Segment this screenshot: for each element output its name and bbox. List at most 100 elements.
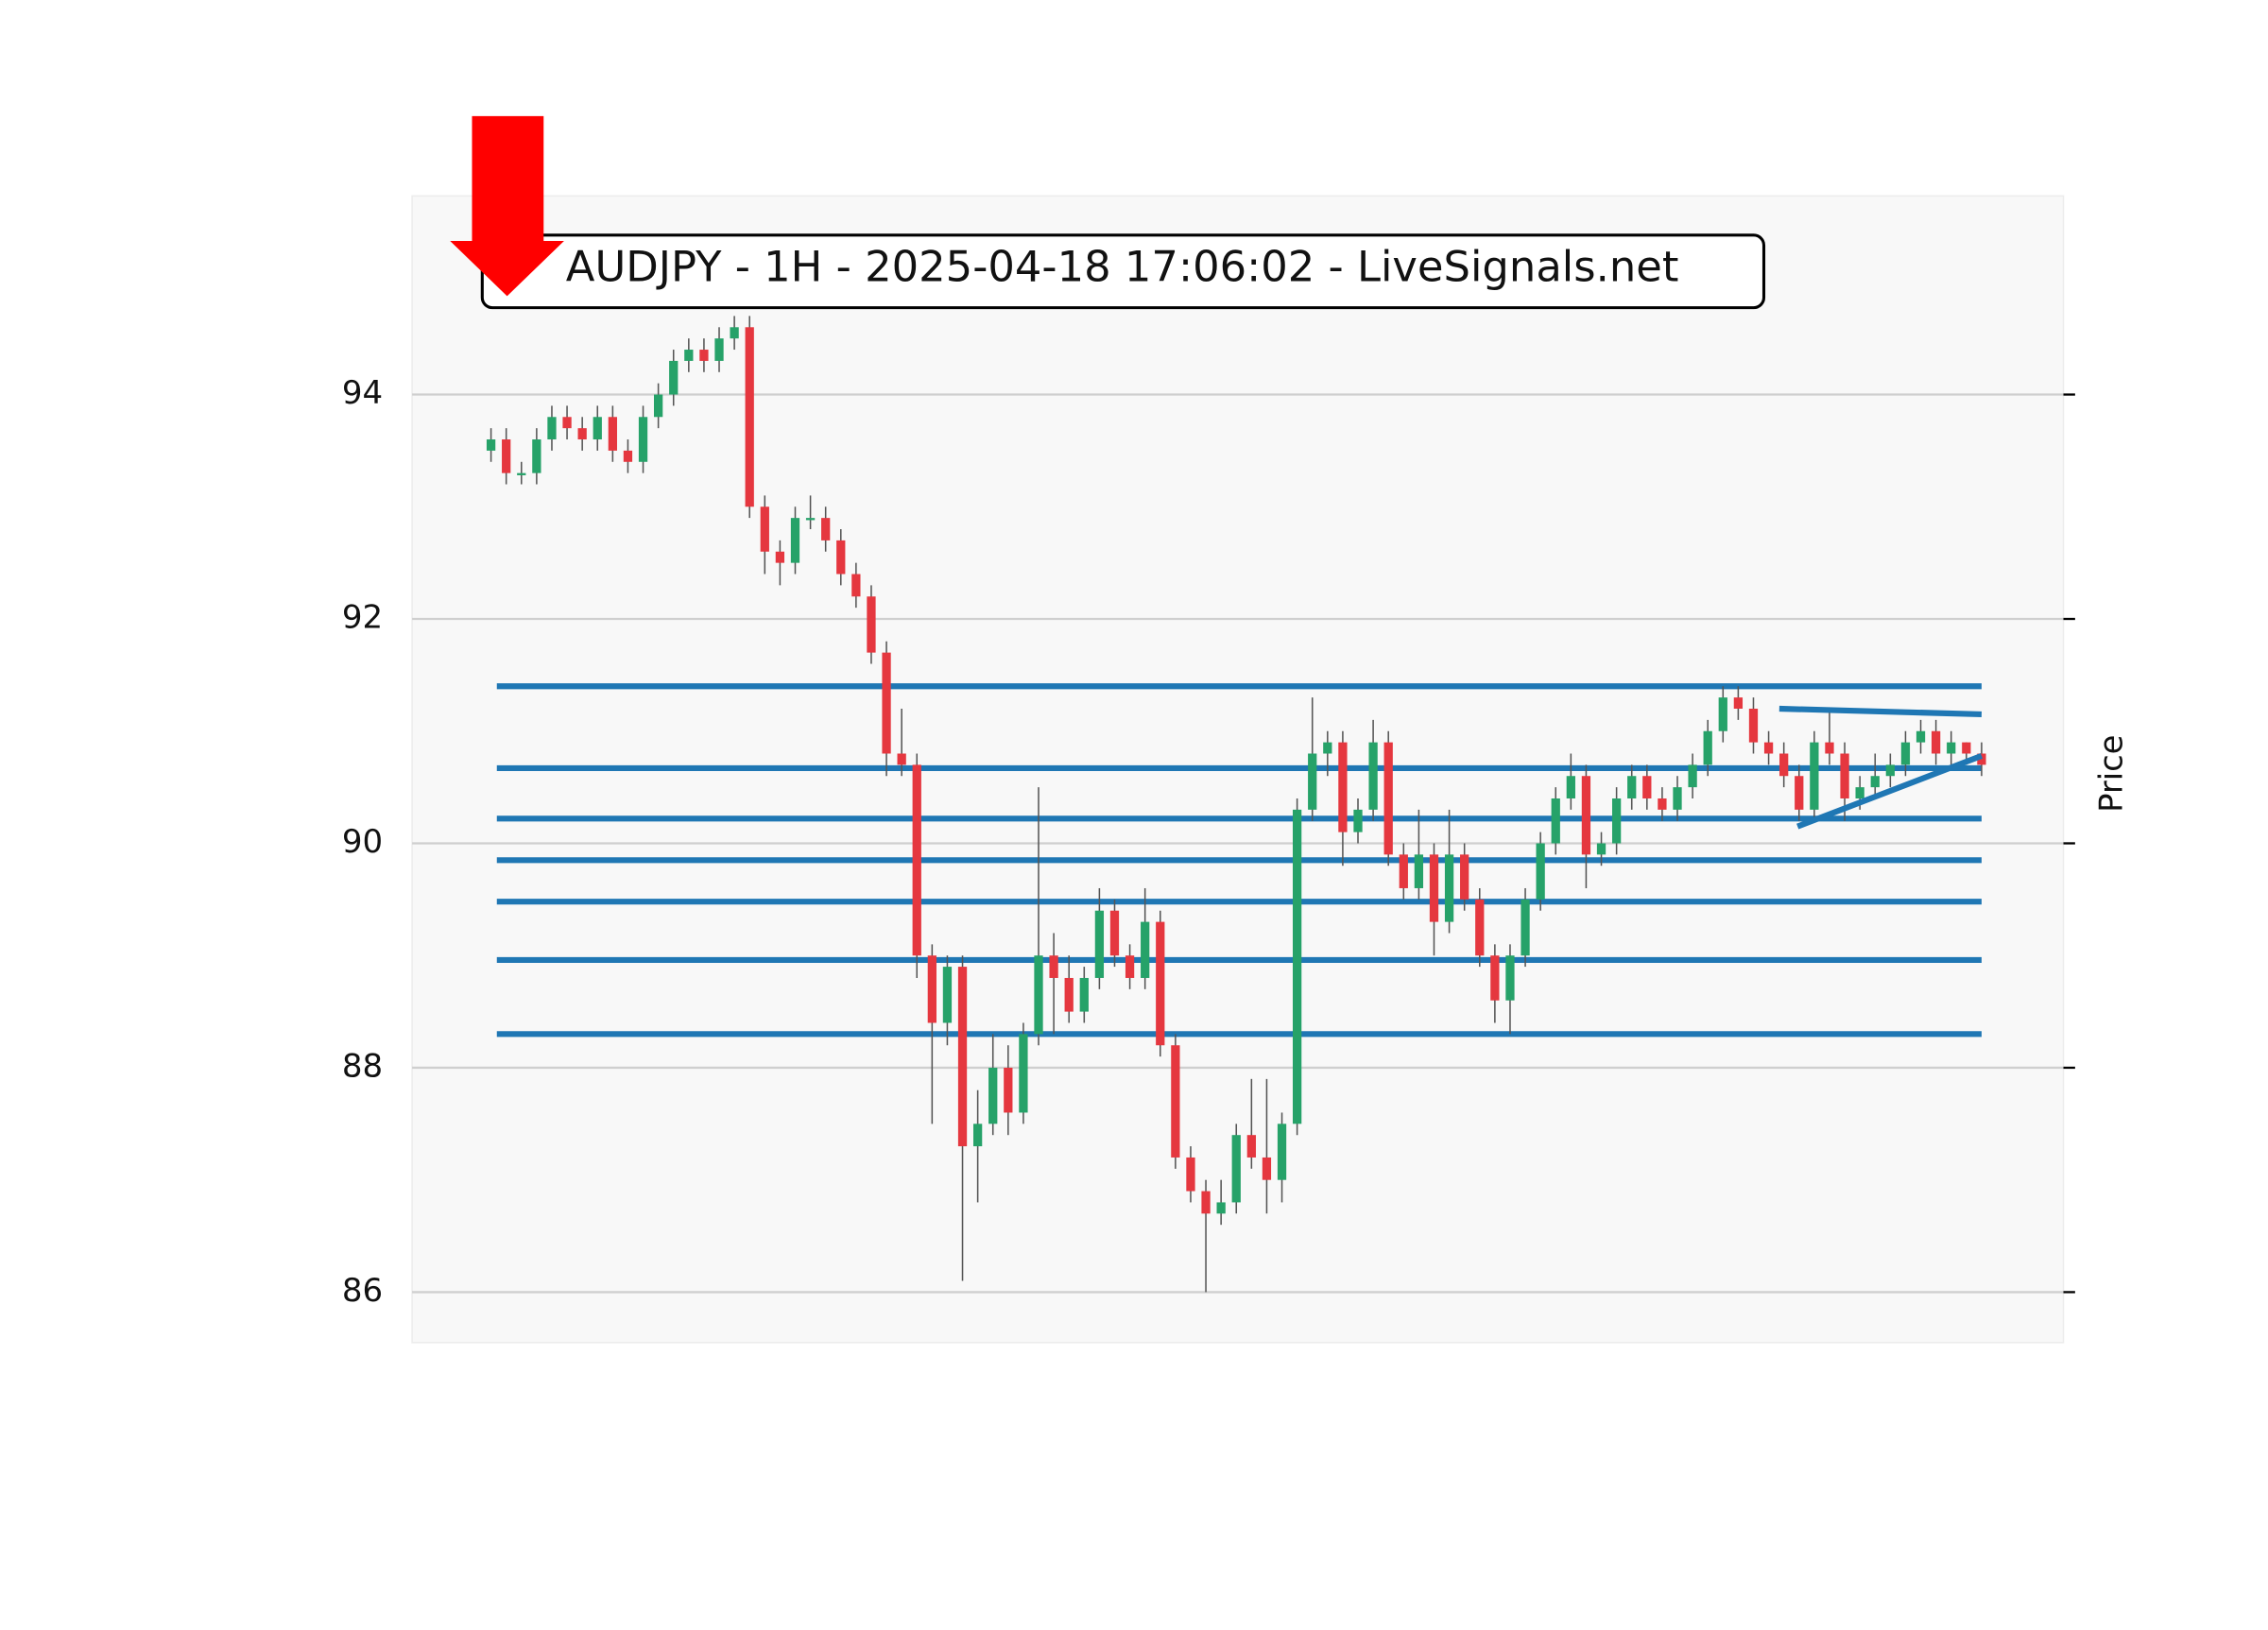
candle-body: [1156, 921, 1165, 1046]
candle-body: [1004, 1067, 1013, 1113]
y-tick-label: 88: [342, 1048, 383, 1085]
candle-body: [1414, 854, 1424, 888]
candle-body: [1551, 798, 1560, 844]
candle-body: [1216, 1202, 1226, 1214]
candle-body: [760, 506, 769, 552]
candles: [486, 316, 1986, 1293]
grid: 86 88 90 92 94: [342, 374, 2075, 1309]
candle-body: [1658, 798, 1667, 810]
candle-body: [972, 1124, 983, 1147]
candle-body: [1566, 776, 1575, 798]
candle-body: [790, 518, 800, 563]
trendline: [1796, 753, 1984, 830]
candle-body: [714, 338, 724, 361]
candle-body: [912, 764, 921, 956]
candle-body: [1733, 697, 1744, 709]
candle-body: [1688, 764, 1697, 788]
candle-body: [1916, 730, 1926, 743]
candle-body: [836, 540, 846, 575]
candle-body: [562, 417, 572, 429]
candle-body: [1475, 899, 1485, 956]
candle-body: [1353, 809, 1363, 832]
candle-body: [1429, 854, 1439, 922]
candle-body: [1019, 1034, 1028, 1113]
candle-body: [684, 350, 694, 361]
candle-body: [502, 439, 511, 473]
candle-body: [1900, 742, 1911, 765]
candle-body: [1779, 753, 1789, 777]
candle-body: [608, 417, 617, 451]
candle-body: [942, 967, 953, 1023]
candle-body: [867, 596, 876, 653]
candle-body: [1505, 955, 1515, 1001]
candle-body: [1642, 776, 1652, 798]
candle-body: [1490, 955, 1500, 1001]
candle-body: [1079, 977, 1089, 1012]
candle-body: [1810, 742, 1819, 810]
trendlines: [1778, 705, 1984, 830]
candle-body: [775, 551, 785, 563]
y-tick-label: 90: [342, 823, 383, 860]
candle-body: [1581, 776, 1591, 855]
y-tick-label: 86: [342, 1272, 383, 1309]
candle-body: [1109, 910, 1120, 956]
candle-body: [1094, 910, 1105, 978]
candle-body: [821, 518, 831, 540]
candle-body: [1246, 1135, 1256, 1158]
candle-body: [1885, 764, 1895, 777]
candle-body: [1931, 730, 1941, 754]
y-tick-label: 92: [342, 599, 383, 636]
candle-body: [638, 417, 648, 462]
candle-body: [1323, 742, 1332, 754]
candle-body: [1049, 955, 1058, 978]
candle-body: [1201, 1191, 1211, 1214]
candle-body: [669, 360, 679, 395]
candle-body: [1338, 742, 1348, 832]
candle-body: [1186, 1157, 1195, 1192]
candle-body: [745, 327, 754, 507]
candle-body: [1141, 921, 1150, 978]
candle-body: [593, 417, 602, 440]
candle-body: [897, 753, 906, 765]
candle-body: [1825, 742, 1834, 754]
candle-body: [1840, 753, 1849, 798]
trendline: [1778, 705, 1982, 718]
candle-body: [1748, 708, 1759, 743]
candle-body: [1125, 955, 1135, 978]
candle-body: [1795, 776, 1804, 810]
candle-body: [1308, 753, 1317, 810]
y-tick-label: 94: [342, 374, 383, 411]
candle-body: [1703, 730, 1712, 765]
chart-title: AUDJPY - 1H - 2025-04-18 17:06:02 - Live…: [566, 243, 1679, 292]
candle-body: [1368, 742, 1378, 810]
candle-body: [1277, 1124, 1287, 1180]
candle-body: [1064, 977, 1074, 1012]
candle-body: [1627, 776, 1637, 798]
candle-body: [547, 417, 557, 440]
candle-body: [927, 955, 936, 1023]
candle-body: [1673, 787, 1682, 810]
candle-body: [699, 350, 709, 361]
candle-body: [1855, 787, 1864, 798]
candle-body: [1536, 843, 1545, 900]
candle-body: [1521, 899, 1530, 956]
candle-body: [882, 652, 891, 754]
candle-body: [653, 394, 663, 418]
candle-body: [1231, 1135, 1241, 1203]
candle-body: [1596, 843, 1606, 855]
candle-body: [1171, 1045, 1180, 1158]
candle-body: [1611, 798, 1622, 844]
candle-body: [730, 327, 739, 339]
candle-body: [1870, 776, 1880, 788]
candle-body: [805, 518, 816, 521]
candle-body: [851, 574, 861, 597]
candle-body: [1718, 697, 1727, 731]
candle-body: [1460, 854, 1469, 900]
candle-body: [532, 439, 541, 473]
candle-body: [1947, 742, 1956, 754]
candle-body: [486, 439, 496, 451]
candle-body: [1962, 742, 1971, 754]
candle-body: [1262, 1157, 1272, 1180]
candle-body: [1977, 753, 1986, 765]
